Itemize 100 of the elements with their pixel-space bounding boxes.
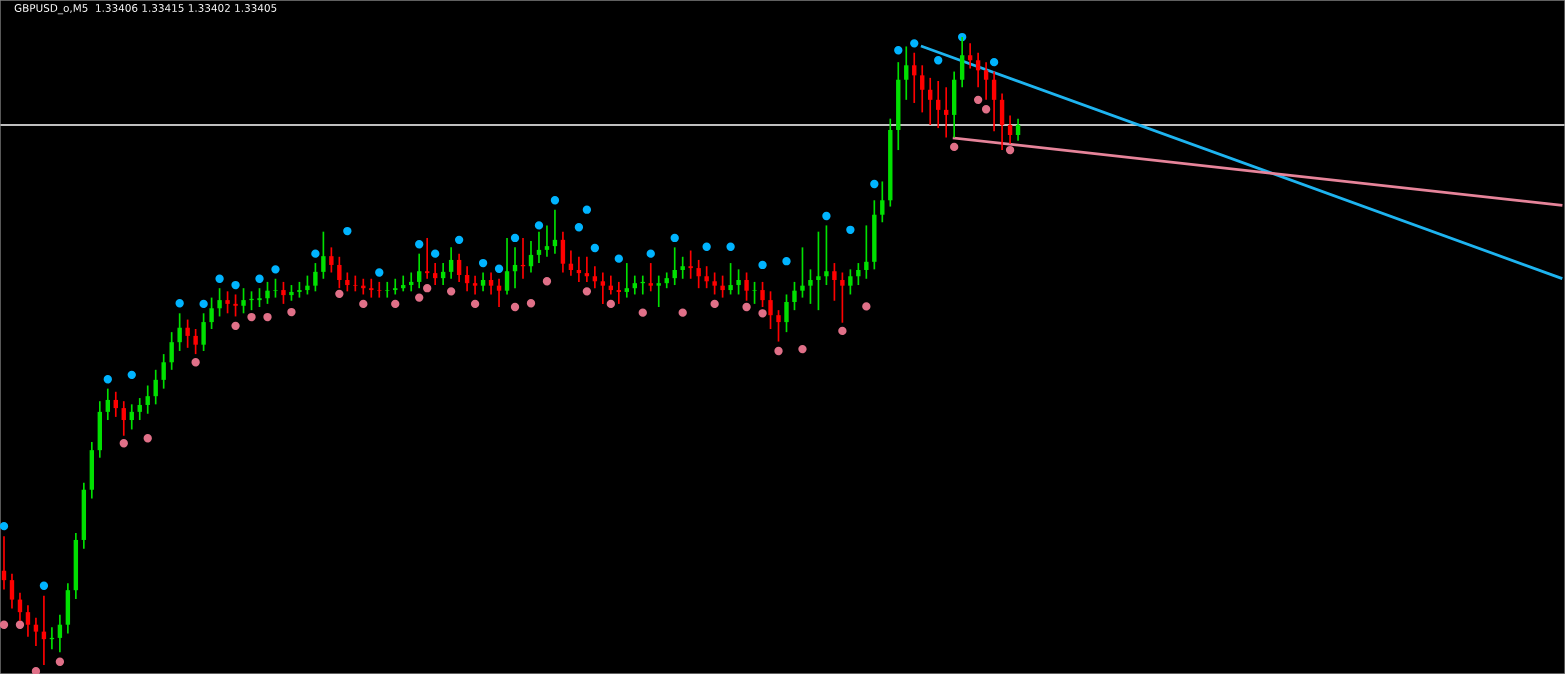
point (846, 225, 855, 234)
candlestick (784, 293, 789, 333)
point (55, 657, 65, 666)
candlestick (648, 262, 653, 293)
candlestick (265, 281, 270, 305)
candlestick (943, 86, 949, 139)
point (103, 375, 112, 384)
candlestick (904, 45, 909, 101)
point (822, 211, 831, 221)
candlestick (25, 604, 31, 638)
candlestick (680, 255, 685, 280)
point (31, 667, 41, 674)
candlestick (137, 397, 142, 421)
point (446, 287, 456, 296)
candlestick (233, 293, 238, 318)
point (478, 258, 488, 268)
point (470, 299, 480, 309)
candlestick (329, 246, 334, 274)
candlestick (432, 262, 438, 286)
candlestick (313, 262, 318, 293)
candlestick (912, 51, 917, 104)
candlestick (209, 296, 214, 330)
candlestick (121, 400, 126, 437)
candlestick (936, 80, 941, 129)
candlestick (472, 274, 478, 296)
candlestick (696, 259, 701, 290)
candlestick (760, 281, 765, 308)
point (143, 434, 152, 443)
candlestick (257, 287, 262, 308)
point (231, 280, 240, 290)
point (0, 620, 9, 629)
point (638, 308, 647, 317)
candlestick (241, 287, 246, 315)
candlestick (201, 312, 206, 352)
point (646, 249, 655, 258)
candlestick (496, 277, 502, 308)
candlestick (616, 281, 622, 305)
candlestick (105, 387, 110, 421)
candlestick (217, 287, 222, 318)
candlestick (345, 271, 350, 293)
point (175, 299, 184, 308)
candlestick (504, 237, 510, 296)
candlestick (321, 230, 326, 280)
point (494, 264, 504, 273)
point (590, 243, 600, 253)
point (870, 179, 879, 189)
point (838, 326, 847, 336)
point (582, 287, 592, 296)
candlestick (864, 224, 869, 280)
point (862, 302, 871, 311)
point (574, 223, 584, 232)
point (263, 312, 272, 322)
candlestick (305, 274, 310, 296)
point (742, 302, 751, 312)
candlestick (536, 230, 542, 264)
point (526, 299, 536, 308)
point (343, 226, 352, 236)
candlestick (33, 616, 39, 647)
candlestick (656, 274, 661, 308)
candlestick (393, 277, 398, 296)
point (534, 221, 544, 230)
point (973, 95, 983, 104)
candlestick (704, 265, 709, 290)
point (311, 249, 320, 258)
point (510, 233, 520, 243)
candlestick (560, 230, 566, 274)
candlestick (161, 353, 166, 390)
point (726, 242, 735, 251)
candlestick (177, 312, 182, 352)
candlestick (720, 274, 725, 299)
point (934, 56, 943, 65)
point (614, 254, 623, 263)
candlestick (967, 42, 973, 70)
candlestick (369, 277, 374, 299)
point (119, 439, 128, 448)
candlestick (488, 271, 494, 296)
point (758, 309, 767, 318)
candlestick (983, 61, 989, 101)
candlestick (920, 64, 925, 114)
candlestick (1015, 117, 1021, 142)
point (415, 293, 424, 302)
candlestick (840, 271, 845, 324)
point (431, 249, 440, 258)
candlestick (832, 262, 837, 302)
candlestick (480, 271, 486, 293)
candlestick (800, 246, 805, 299)
candlestick (688, 249, 693, 280)
candlestick (632, 274, 637, 296)
point (415, 240, 424, 249)
candlestick (928, 77, 933, 126)
point (359, 299, 368, 309)
candlestick (544, 224, 550, 258)
candlestick (808, 268, 813, 305)
point (894, 46, 903, 55)
point (375, 268, 384, 277)
point (199, 299, 208, 309)
point (678, 308, 687, 317)
candlestick (856, 262, 861, 286)
point (191, 358, 200, 367)
candlestick (744, 271, 749, 302)
